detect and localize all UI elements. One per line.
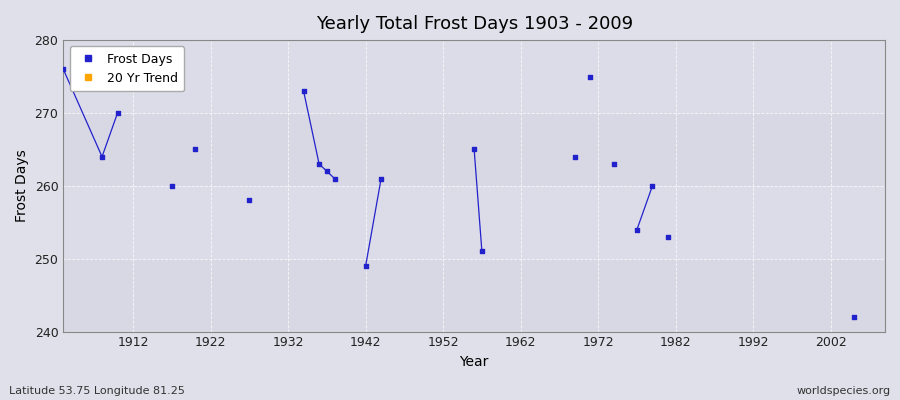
Point [661, 234, 675, 240]
Point [568, 154, 582, 160]
Point [474, 248, 489, 255]
Point [111, 110, 125, 116]
Point [320, 168, 334, 174]
Point [607, 161, 621, 167]
Point [328, 175, 342, 182]
Point [358, 263, 373, 269]
Text: worldspecies.org: worldspecies.org [796, 386, 891, 396]
Point [630, 226, 644, 233]
Point [583, 73, 598, 80]
Point [312, 161, 327, 167]
Point [296, 88, 310, 94]
Bar [63, 113, 885, 186]
Point [94, 154, 109, 160]
Point [242, 197, 256, 204]
Point [165, 183, 179, 189]
X-axis label: Year: Year [460, 355, 489, 369]
Point [847, 314, 861, 320]
Point [188, 146, 202, 153]
Y-axis label: Frost Days: Frost Days [15, 150, 29, 222]
Point [467, 146, 482, 153]
Legend: Frost Days, 20 Yr Trend: Frost Days, 20 Yr Trend [69, 46, 184, 91]
Point [56, 66, 70, 72]
Point [645, 183, 660, 189]
Text: Latitude 53.75 Longitude 81.25: Latitude 53.75 Longitude 81.25 [9, 386, 184, 396]
Point [374, 175, 388, 182]
Bar [63, 259, 885, 332]
Title: Yearly Total Frost Days 1903 - 2009: Yearly Total Frost Days 1903 - 2009 [316, 15, 633, 33]
